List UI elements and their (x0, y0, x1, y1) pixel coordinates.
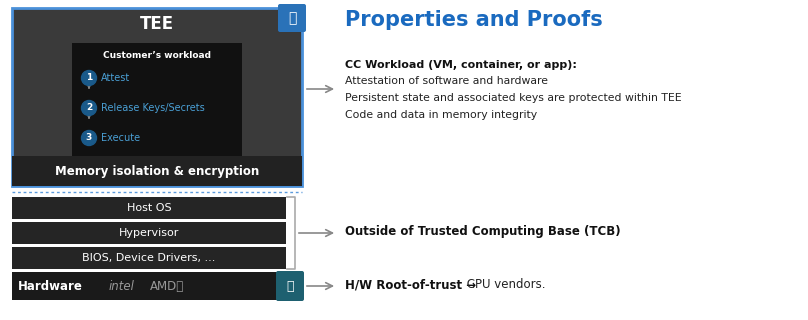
Circle shape (82, 131, 96, 146)
Text: Host OS: Host OS (127, 203, 171, 213)
Text: Execute: Execute (101, 133, 140, 143)
FancyBboxPatch shape (12, 8, 302, 186)
Circle shape (82, 100, 96, 116)
Text: 🔒: 🔒 (288, 11, 297, 25)
Text: 3: 3 (86, 133, 92, 142)
Text: Attestation of software and hardware: Attestation of software and hardware (345, 76, 548, 86)
Text: Attest: Attest (101, 73, 130, 83)
Text: CC Workload (VM, container, or app):: CC Workload (VM, container, or app): (345, 60, 577, 70)
Text: Persistent state and associated keys are protected within TEE: Persistent state and associated keys are… (345, 93, 682, 103)
Text: Release Keys/Secrets: Release Keys/Secrets (101, 103, 204, 113)
FancyBboxPatch shape (12, 197, 286, 219)
FancyBboxPatch shape (276, 271, 304, 301)
Text: CPU vendors.: CPU vendors. (463, 278, 545, 291)
Text: TEE: TEE (140, 15, 174, 33)
Text: Hypervisor: Hypervisor (119, 228, 179, 238)
Text: Memory isolation & encryption: Memory isolation & encryption (55, 164, 259, 178)
FancyBboxPatch shape (72, 43, 242, 161)
Text: H/W Root-of-trust →: H/W Root-of-trust → (345, 278, 476, 291)
FancyBboxPatch shape (12, 222, 286, 244)
Text: Outside of Trusted Computing Base (TCB): Outside of Trusted Computing Base (TCB) (345, 225, 621, 238)
Text: BIOS, Device Drivers, ...: BIOS, Device Drivers, ... (82, 253, 216, 263)
FancyBboxPatch shape (12, 272, 302, 300)
Text: Customer’s workload: Customer’s workload (103, 51, 211, 60)
Text: 1: 1 (86, 74, 92, 83)
Text: AMD⨿: AMD⨿ (149, 279, 184, 292)
Text: 2: 2 (86, 103, 92, 113)
Text: Code and data in memory integrity: Code and data in memory integrity (345, 110, 537, 120)
Text: Properties and Proofs: Properties and Proofs (345, 10, 603, 30)
FancyBboxPatch shape (12, 247, 286, 269)
Text: intel: intel (109, 279, 135, 292)
FancyBboxPatch shape (12, 156, 302, 186)
Circle shape (82, 70, 96, 85)
Text: 🔒: 🔒 (286, 279, 294, 292)
Text: Hardware: Hardware (18, 279, 82, 292)
FancyBboxPatch shape (278, 4, 306, 32)
